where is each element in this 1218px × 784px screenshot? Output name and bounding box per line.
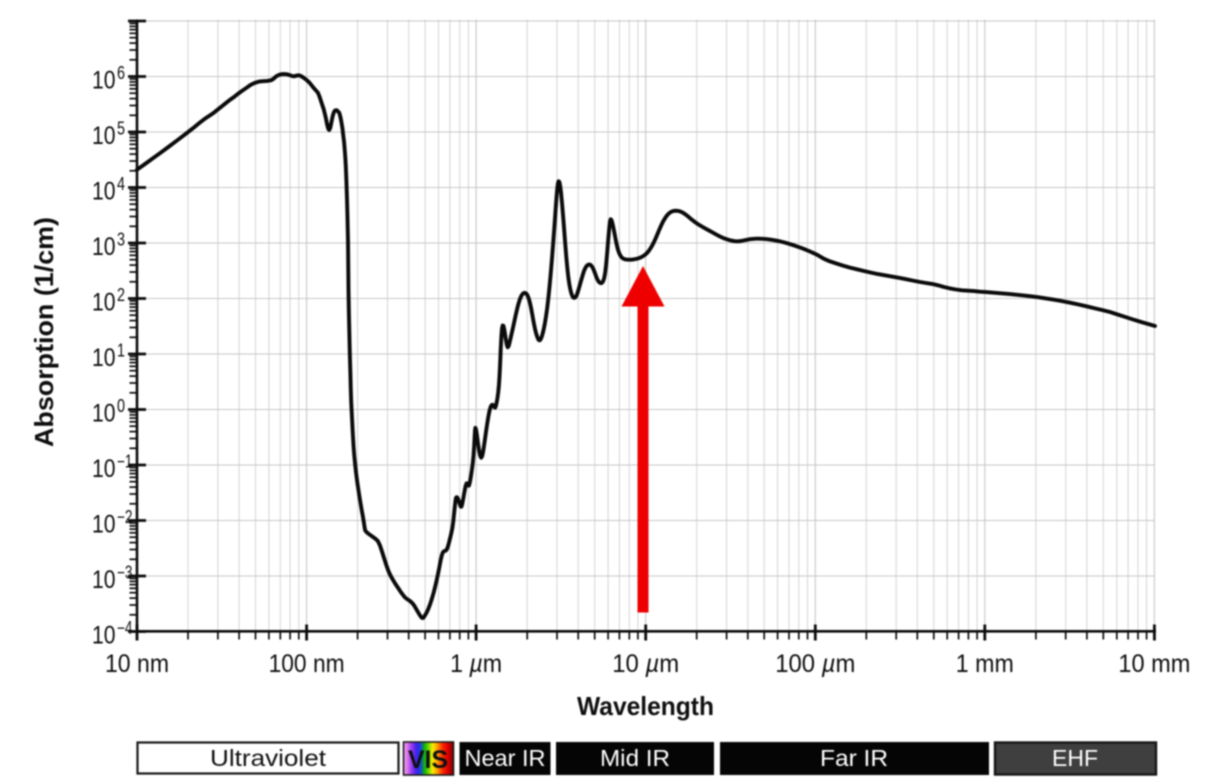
svg-text:10 mm: 10 mm <box>1118 650 1190 678</box>
svg-text:1 mm: 1 mm <box>956 650 1014 678</box>
svg-text:10: 10 <box>92 566 116 594</box>
svg-text:−4: −4 <box>117 618 133 638</box>
svg-text:Wavelength: Wavelength <box>577 691 714 721</box>
svg-text:10: 10 <box>92 622 116 650</box>
svg-text:2: 2 <box>117 285 125 305</box>
svg-text:Far IR: Far IR <box>820 745 888 771</box>
svg-text:10: 10 <box>92 67 116 95</box>
svg-text:0: 0 <box>117 396 125 416</box>
svg-text:10: 10 <box>92 455 116 483</box>
svg-text:1: 1 <box>117 341 125 361</box>
svg-text:100 µm: 100 µm <box>775 650 855 678</box>
svg-text:10 nm: 10 nm <box>105 650 169 678</box>
svg-text:−1: −1 <box>117 452 133 472</box>
svg-text:3: 3 <box>117 230 125 250</box>
svg-text:10: 10 <box>92 122 116 150</box>
svg-text:10: 10 <box>92 344 116 372</box>
svg-text:Mid IR: Mid IR <box>600 745 670 771</box>
svg-text:100 nm: 100 nm <box>269 650 345 678</box>
svg-text:4: 4 <box>117 174 125 194</box>
svg-text:10 µm: 10 µm <box>612 650 679 678</box>
svg-text:−3: −3 <box>117 563 133 583</box>
svg-text:Absorption (1/cm): Absorption (1/cm) <box>29 217 59 447</box>
svg-text:6: 6 <box>117 63 125 83</box>
svg-text:10: 10 <box>92 511 116 539</box>
svg-text:EHF: EHF <box>1052 745 1098 771</box>
svg-text:10: 10 <box>92 178 116 206</box>
svg-text:1 µm: 1 µm <box>450 650 502 678</box>
svg-text:VIS: VIS <box>408 746 448 774</box>
svg-text:10: 10 <box>92 289 116 317</box>
svg-text:Ultraviolet: Ultraviolet <box>210 745 327 771</box>
svg-text:5: 5 <box>117 119 125 139</box>
svg-text:10: 10 <box>92 400 116 428</box>
svg-text:Near IR: Near IR <box>465 745 546 771</box>
svg-text:10: 10 <box>92 233 116 261</box>
svg-text:−2: −2 <box>117 507 133 527</box>
